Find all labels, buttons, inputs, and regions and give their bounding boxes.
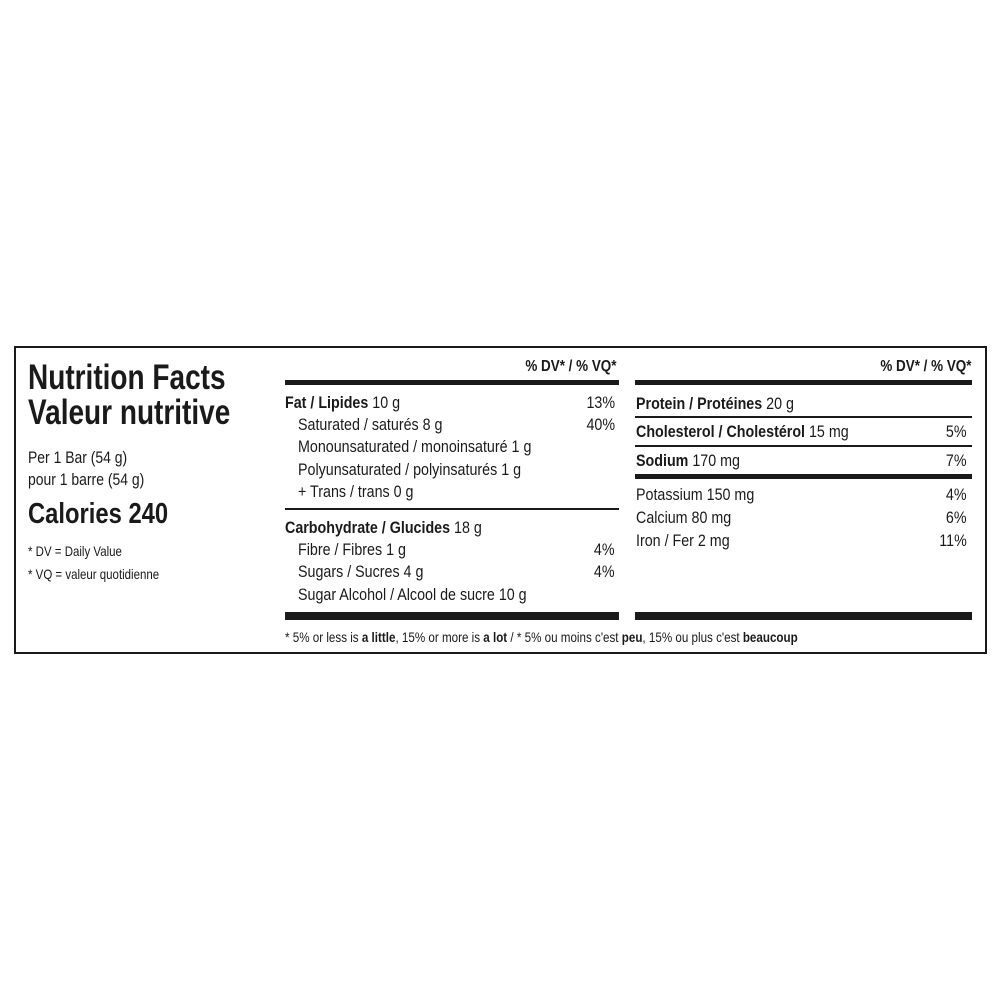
nutrient-row-potassium: Potassium 150 mg — [636, 485, 755, 504]
dv-iron: 11% — [939, 531, 967, 550]
nutrient-row-poly: Polyunsaturated / polyinsaturés 1 g — [298, 460, 522, 479]
thick-bar — [635, 612, 972, 620]
dv-calcium: 6% — [946, 508, 967, 527]
nutrient-row-sugar-alcohol: Sugar Alcohol / Alcool de sucre 10 g — [298, 585, 527, 604]
nutrient-row-mono: Monounsaturated / monoinsaturé 1 g — [298, 437, 532, 456]
dv-saturated: 40% — [586, 415, 615, 434]
calories: Calories 240 — [28, 498, 169, 530]
title-fr: Valeur nutritive — [28, 393, 231, 432]
nutrient-row-trans: + Trans / trans 0 g — [298, 482, 414, 501]
dv-sugars: 4% — [594, 562, 615, 581]
nutrient-row-iron: Iron / Fer 2 mg — [636, 531, 730, 550]
serving-en: Per 1 Bar (54 g) — [28, 448, 128, 467]
vq-note: * VQ = valeur quotidienne — [28, 566, 160, 582]
dv-header: % DV* / % VQ* — [524, 358, 616, 375]
nutrient-row-calcium: Calcium 80 mg — [636, 508, 732, 527]
thick-bar — [285, 612, 619, 620]
dv-potassium: 4% — [946, 485, 967, 504]
nutrient-row-saturated: Saturated / saturés 8 g — [298, 415, 443, 434]
nutrient-row-sodium: Sodium 170 mg — [636, 451, 740, 470]
nutrient-row-fat: Fat / Lipides 10 g — [285, 393, 401, 412]
thin-rule — [285, 508, 619, 510]
dv-fibre: 4% — [594, 540, 615, 559]
title-en: Nutrition Facts — [28, 358, 226, 397]
thick-rule — [285, 380, 619, 385]
serving-fr: pour 1 barre (54 g) — [28, 470, 145, 489]
dv-header-right: % DV* / % VQ* — [879, 358, 971, 375]
thin-rule — [635, 416, 972, 418]
nutrient-row-fibre: Fibre / Fibres 1 g — [298, 540, 406, 559]
dv-cholesterol: 5% — [946, 422, 967, 441]
nutrient-row-sugars: Sugars / Sucres 4 g — [298, 562, 424, 581]
thick-rule — [635, 380, 972, 385]
dv-fat: 13% — [586, 393, 615, 412]
dv-sodium: 7% — [946, 451, 967, 470]
nutrient-row-carbohydrate: Carbohydrate / Glucides 18 g — [285, 518, 482, 537]
nutrition-label — [14, 346, 987, 654]
thin-rule — [635, 445, 972, 447]
nutrient-row-protein: Protein / Protéines 20 g — [636, 394, 794, 413]
nutrient-row-cholesterol: Cholesterol / Cholestérol 15 mg — [636, 422, 849, 441]
dv-note: * DV = Daily Value — [28, 543, 122, 559]
footnote: * 5% or less is a little, 15% or more is… — [285, 629, 798, 645]
thick-rule — [635, 474, 972, 479]
